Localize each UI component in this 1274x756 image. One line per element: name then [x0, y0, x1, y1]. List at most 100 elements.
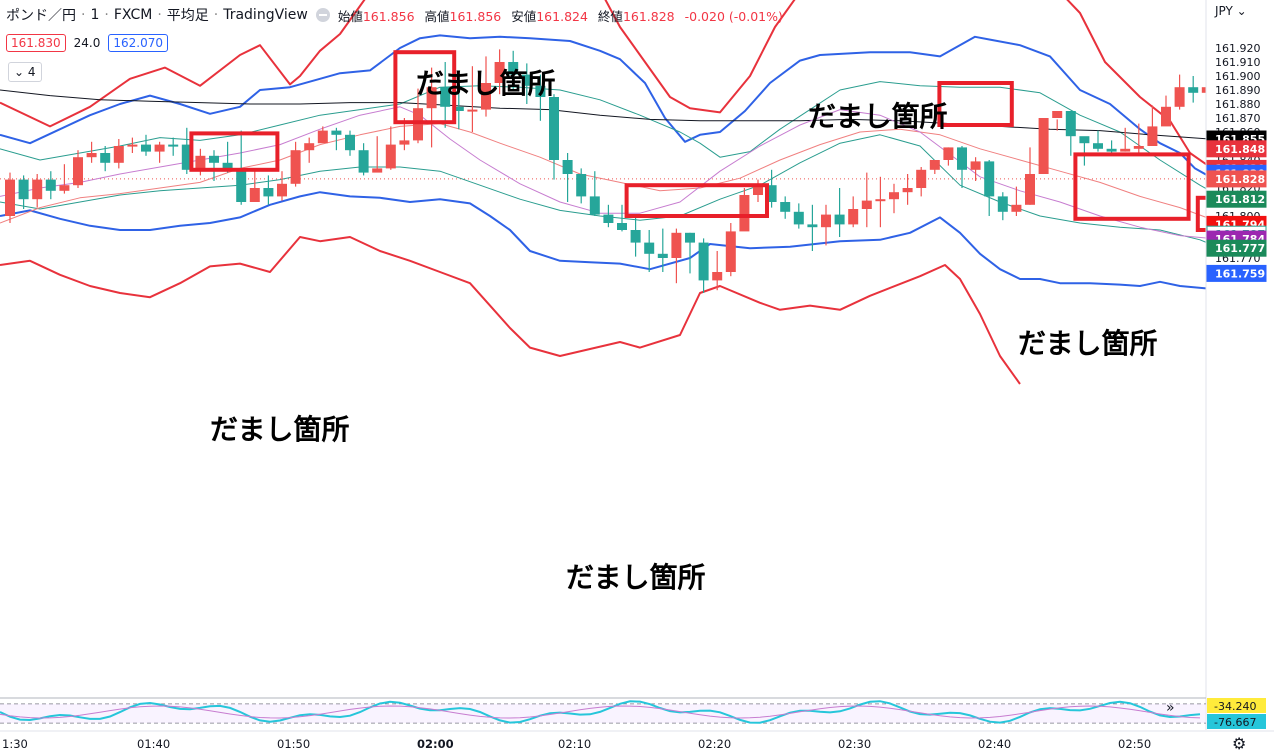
- candle-body: [18, 179, 29, 200]
- candle: [317, 126, 328, 144]
- candle-body: [181, 144, 192, 170]
- candle-body: [249, 188, 260, 202]
- bb-inner-lower-line: [0, 134, 1206, 243]
- candle-body: [481, 83, 491, 110]
- y-tick-label: 161.920: [1215, 42, 1261, 55]
- candle: [698, 238, 709, 293]
- candle-body: [916, 169, 927, 188]
- candle: [45, 171, 56, 200]
- candle-body: [222, 162, 233, 169]
- candle: [331, 127, 342, 151]
- price-label: 161.759: [1206, 264, 1267, 282]
- x-tick-label: 02:50: [1118, 737, 1151, 751]
- spread-value: 24.0: [73, 36, 101, 50]
- market-status-icon[interactable]: [315, 8, 330, 22]
- candle-body: [535, 85, 546, 97]
- candle-body: [32, 179, 43, 200]
- indicators-toggle[interactable]: ⌄ 4: [8, 62, 42, 82]
- annotation-box: [393, 50, 457, 125]
- candle-body: [644, 242, 655, 254]
- price-label: 161.828: [1206, 170, 1267, 188]
- candle-body: [984, 161, 995, 197]
- candle: [18, 175, 29, 209]
- candle: [1174, 74, 1185, 110]
- candle: [943, 147, 954, 166]
- candle: [875, 176, 886, 228]
- candle: [1120, 127, 1131, 152]
- candle-body: [739, 195, 750, 232]
- oscillator-label: -34.240: [1207, 698, 1266, 713]
- candle-body: [848, 209, 859, 225]
- candle-body: [576, 174, 587, 197]
- oscillator-label: -76.667: [1207, 714, 1266, 729]
- candle-body: [997, 196, 1008, 212]
- candle-body: [494, 62, 505, 83]
- low-label: 安値: [511, 8, 537, 24]
- exchange: FXCM: [113, 7, 153, 23]
- candle-body: [875, 199, 886, 202]
- annotation-label: だまし箇所: [1018, 327, 1158, 360]
- x-tick-label: 02:40: [978, 737, 1011, 751]
- candle: [413, 88, 423, 144]
- candle-body: [1147, 126, 1158, 146]
- candle-body: [1133, 146, 1144, 149]
- annotation-box: [189, 131, 280, 172]
- candle-body: [345, 134, 355, 151]
- candle: [848, 196, 859, 228]
- close-value: 161.828: [622, 8, 675, 24]
- annotation-label: だまし箇所: [566, 561, 706, 594]
- price-axis[interactable]: 161.920161.910161.900161.890161.880161.8…: [1205, 0, 1267, 730]
- price-label-text: 161.812: [1215, 193, 1265, 206]
- currency-selector[interactable]: JPY ⌄: [1215, 4, 1247, 18]
- candle: [277, 171, 287, 201]
- candle: [630, 217, 641, 257]
- scroll-forward-icon[interactable]: »: [1166, 700, 1175, 716]
- oscillator-line: [0, 700, 1201, 724]
- oscillator-label-text: -76.667: [1214, 716, 1256, 729]
- candle: [154, 141, 165, 163]
- candle-body: [5, 179, 15, 216]
- candle-body: [113, 146, 124, 163]
- candle: [562, 153, 573, 202]
- candle: [1038, 118, 1049, 174]
- gear-icon[interactable]: ⚙: [1232, 734, 1247, 753]
- candle: [929, 160, 940, 174]
- candle-body: [440, 87, 451, 107]
- candle: [821, 204, 831, 246]
- candle: [1201, 87, 1206, 93]
- x-tick-label: 02:30: [838, 737, 871, 751]
- y-tick-label: 161.910: [1215, 56, 1261, 69]
- candle: [617, 204, 627, 232]
- oscillator-signal-line: [0, 705, 1201, 719]
- candle: [113, 139, 124, 169]
- bb-outer-upper-line: [0, 0, 1206, 166]
- buy-price-button[interactable]: 162.070: [108, 34, 168, 52]
- candle: [793, 203, 804, 229]
- chart-style[interactable]: 平均足: [166, 8, 209, 24]
- time-axis[interactable]: 1:30 01:40 01:50 02:00 02:10 02:20 02:30 02:40 0…: [0, 730, 1274, 751]
- annotation-box: [1073, 152, 1191, 221]
- annotation-label: だまし箇所: [210, 413, 350, 446]
- chevron-down-icon: ⌄: [1236, 4, 1247, 18]
- candle: [440, 62, 451, 128]
- candle-body: [766, 185, 777, 202]
- symbol-name[interactable]: ポンド／円: [6, 8, 76, 24]
- candle: [916, 167, 927, 197]
- candle-body: [317, 130, 328, 144]
- price-label-text: 161.777: [1215, 242, 1265, 255]
- low-value: 161.824: [536, 8, 588, 24]
- price-label-text: 161.759: [1215, 267, 1265, 280]
- change-value: -0.020 (-0.01%): [684, 8, 783, 24]
- candle-body: [698, 242, 709, 281]
- candle-body: [1174, 87, 1185, 107]
- sell-price-button[interactable]: 161.830: [6, 34, 66, 52]
- open-value: 161.856: [362, 8, 415, 24]
- candle-body: [589, 196, 600, 215]
- candle: [32, 174, 43, 208]
- interval[interactable]: 1: [90, 7, 100, 23]
- candle: [1011, 186, 1022, 216]
- candle-body: [508, 62, 519, 75]
- candle: [521, 63, 532, 104]
- annotation-box: [624, 183, 769, 218]
